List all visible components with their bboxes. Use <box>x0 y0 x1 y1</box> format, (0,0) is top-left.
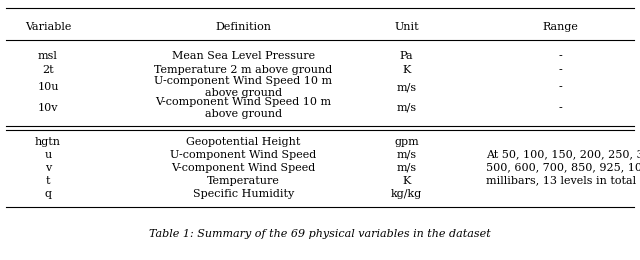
Text: Variable: Variable <box>25 22 71 32</box>
Text: Geopotential Height: Geopotential Height <box>186 137 300 147</box>
Text: m/s: m/s <box>396 103 417 113</box>
Text: m/s: m/s <box>396 82 417 92</box>
Text: Pa: Pa <box>399 51 413 61</box>
Text: Table 1: Summary of the 69 physical variables in the dataset: Table 1: Summary of the 69 physical vari… <box>149 229 491 239</box>
Text: 2t: 2t <box>42 65 54 75</box>
Text: m/s: m/s <box>396 163 417 173</box>
Text: At 50, 100, 150, 200, 250, 300, 400,: At 50, 100, 150, 200, 250, 300, 400, <box>486 150 640 160</box>
Text: v: v <box>45 163 51 173</box>
Text: Range: Range <box>542 22 578 32</box>
Text: msl: msl <box>38 51 58 61</box>
Text: Definition: Definition <box>215 22 271 32</box>
Text: K: K <box>402 65 411 75</box>
Text: 10u: 10u <box>37 82 59 92</box>
Text: U-component Wind Speed 10 m
above ground: U-component Wind Speed 10 m above ground <box>154 76 332 98</box>
Text: Temperature 2 m above ground: Temperature 2 m above ground <box>154 65 332 75</box>
Text: V-component Wind Speed: V-component Wind Speed <box>171 163 316 173</box>
Text: kg/kg: kg/kg <box>391 189 422 199</box>
Text: q: q <box>45 189 51 199</box>
Text: Mean Sea Level Pressure: Mean Sea Level Pressure <box>172 51 315 61</box>
Text: -: - <box>558 51 562 61</box>
Text: t: t <box>45 176 51 186</box>
Text: gpm: gpm <box>394 137 419 147</box>
Text: 500, 600, 700, 850, 925, 1000: 500, 600, 700, 850, 925, 1000 <box>486 163 640 173</box>
Text: u: u <box>44 150 52 160</box>
Text: -: - <box>558 82 562 92</box>
Text: m/s: m/s <box>396 150 417 160</box>
Text: Unit: Unit <box>394 22 419 32</box>
Text: hgtn: hgtn <box>35 137 61 147</box>
Text: Specific Humidity: Specific Humidity <box>193 189 294 199</box>
Text: K: K <box>402 176 411 186</box>
Text: Temperature: Temperature <box>207 176 280 186</box>
Text: millibars, 13 levels in total: millibars, 13 levels in total <box>486 176 637 186</box>
Text: U-component Wind Speed: U-component Wind Speed <box>170 150 316 160</box>
Text: V-component Wind Speed 10 m
above ground: V-component Wind Speed 10 m above ground <box>155 97 332 119</box>
Text: -: - <box>558 65 562 75</box>
Text: -: - <box>558 103 562 113</box>
Text: 10v: 10v <box>38 103 58 113</box>
